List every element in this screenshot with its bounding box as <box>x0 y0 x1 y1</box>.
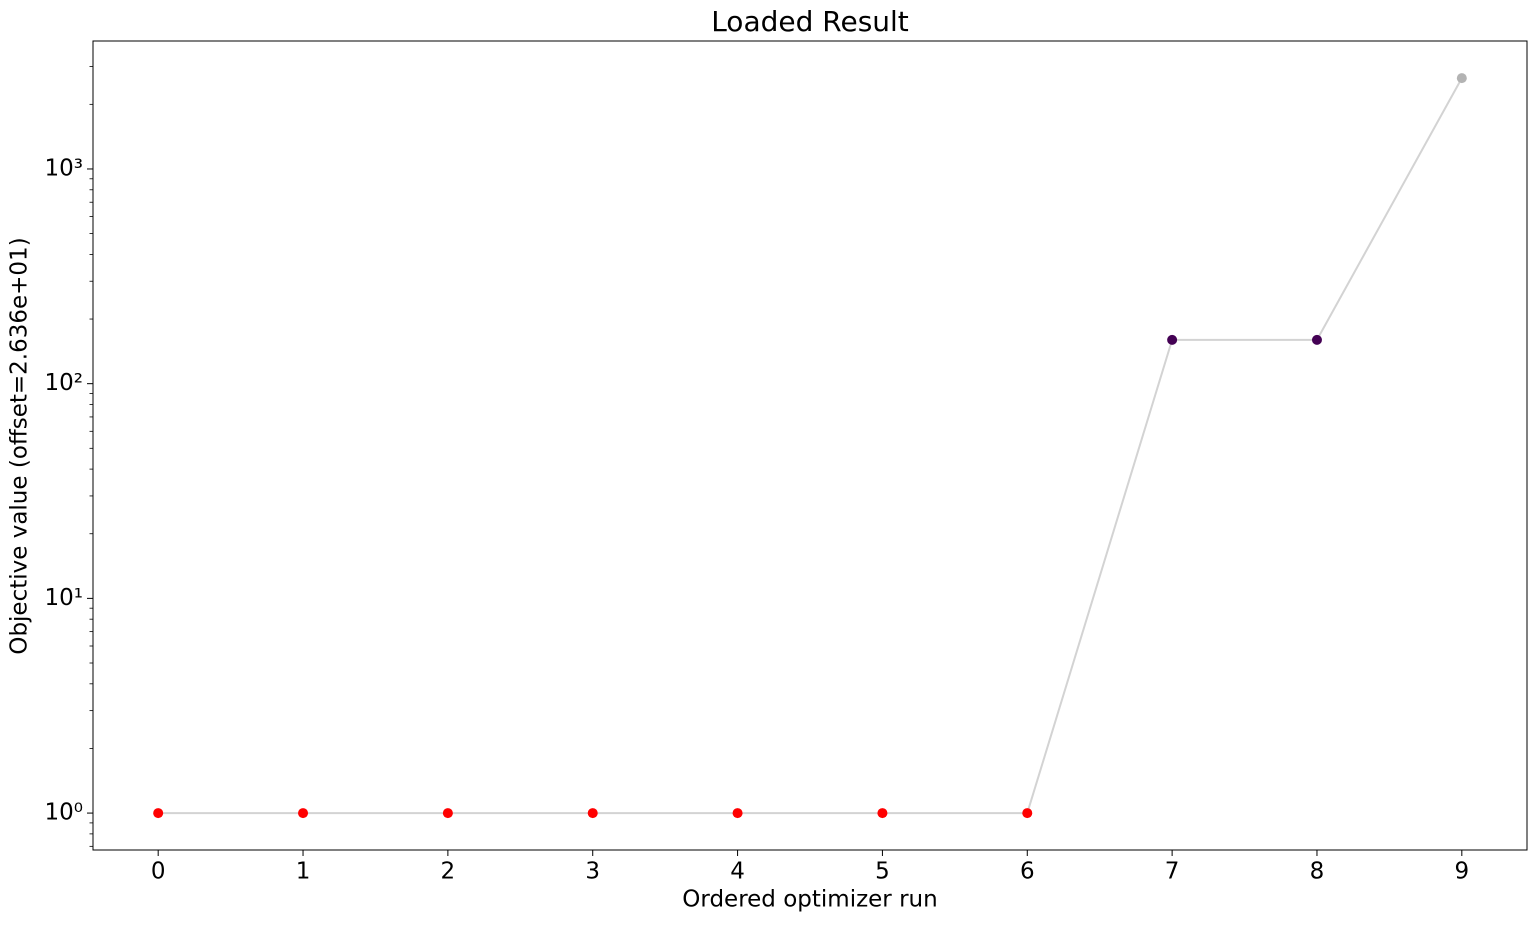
x-tick-label: 1 <box>296 859 311 885</box>
data-point <box>1167 334 1178 345</box>
y-tick-label: 10¹ <box>45 585 84 611</box>
x-tick-label: 0 <box>151 859 166 885</box>
y-axis-label: Objective value (offset=2.636e+01) <box>7 237 33 654</box>
x-tick-label: 4 <box>730 859 745 885</box>
data-point <box>1456 73 1467 84</box>
y-tick-label: 10³ <box>45 155 84 181</box>
data-point <box>1311 334 1322 345</box>
x-tick-label: 5 <box>875 859 890 885</box>
data-point <box>732 808 743 819</box>
data-point <box>442 808 453 819</box>
x-tick-label: 6 <box>1020 859 1035 885</box>
data-point <box>877 808 888 819</box>
data-point <box>587 808 598 819</box>
y-tick-label: 10⁰ <box>45 800 84 826</box>
x-tick-label: 2 <box>441 859 456 885</box>
data-point <box>298 808 309 819</box>
x-tick-label: 9 <box>1454 859 1469 885</box>
x-tick-label: 7 <box>1165 859 1180 885</box>
x-tick-label: 8 <box>1310 859 1325 885</box>
x-tick-label: 3 <box>585 859 600 885</box>
data-point <box>1022 808 1033 819</box>
series-line <box>158 77 1463 815</box>
chart-title: Loaded Result <box>711 5 909 38</box>
data-point <box>153 808 164 819</box>
x-axis-label: Ordered optimizer run <box>682 887 937 913</box>
y-tick-label: 10² <box>45 370 84 396</box>
plot-frame <box>92 40 1528 851</box>
